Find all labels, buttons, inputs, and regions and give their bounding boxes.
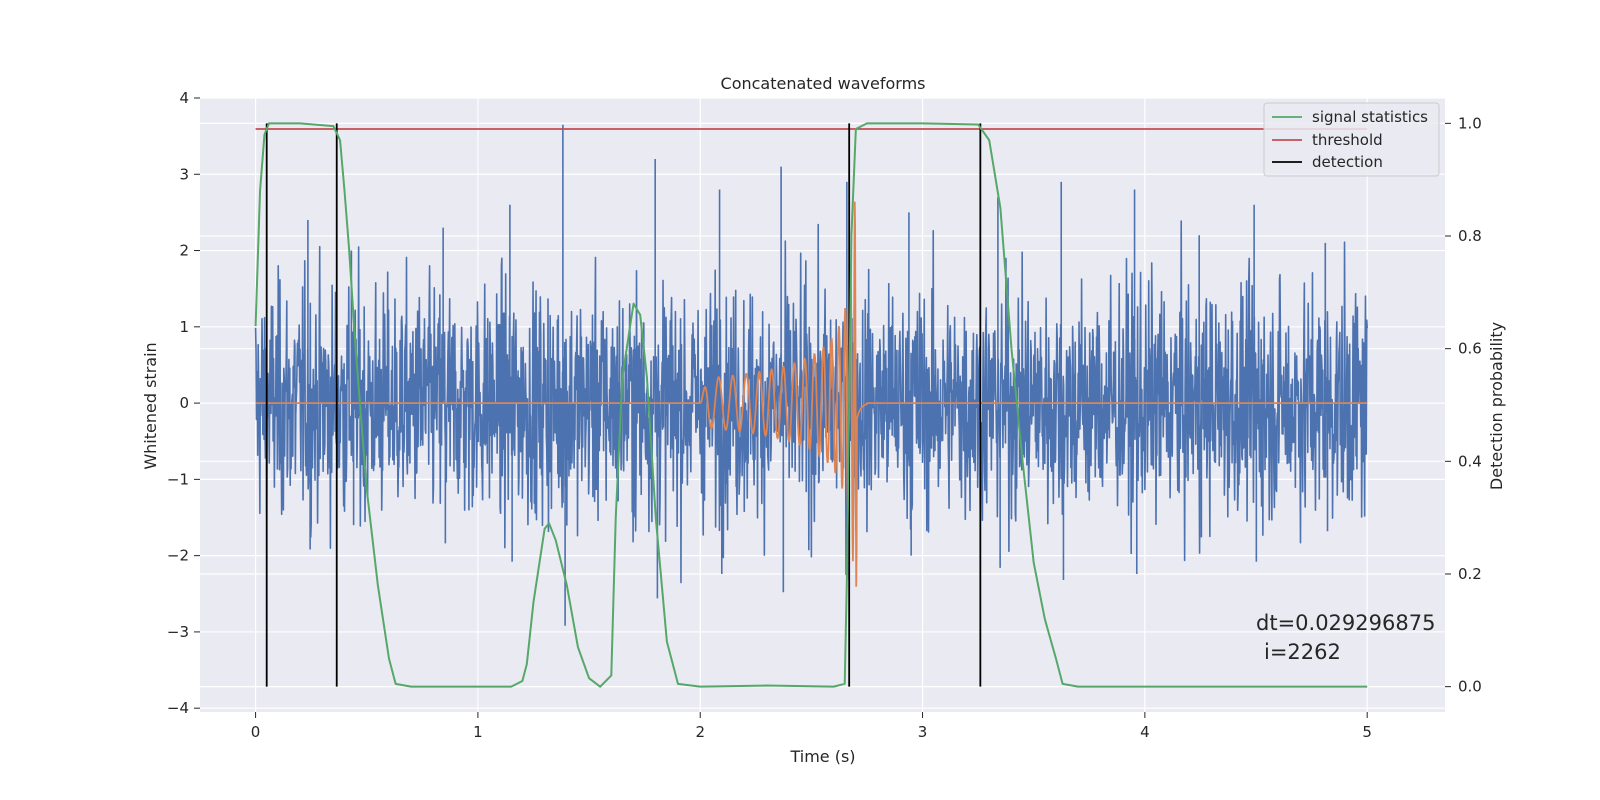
x-tick-label: 4: [1140, 723, 1150, 741]
y-axis-ticks: −4 −3 −2 −1 0 1 2 3 4: [167, 89, 200, 717]
x-tick-label: 0: [251, 723, 261, 741]
y-tick-label: −2: [167, 547, 189, 565]
y-tick-label: 1: [179, 318, 189, 336]
annotation-dt: dt=0.029296875: [1256, 611, 1435, 635]
legend-label-detection: detection: [1312, 153, 1383, 171]
y-axis-label: Whitened strain: [141, 342, 160, 469]
legend-label-threshold: threshold: [1312, 131, 1383, 149]
y-tick-label: −1: [167, 470, 189, 488]
legend-box: [1263, 102, 1440, 177]
y-tick-label: −4: [167, 699, 189, 717]
x-axis-ticks: 0 1 2 3 4 5: [251, 712, 1372, 741]
y2-tick-label: 0.6: [1458, 340, 1482, 358]
strain-series-chirp: [255, 201, 1368, 587]
x-tick-label: 2: [695, 723, 705, 741]
x-tick-label: 5: [1362, 723, 1372, 741]
y2-tick-label: 0.4: [1458, 452, 1482, 470]
legend-label-signal-statistics: signal statistics: [1312, 108, 1428, 126]
y2-tick-label: 1.0: [1458, 114, 1482, 132]
y-tick-label: 4: [179, 89, 189, 107]
chirp-line: [255, 201, 1368, 587]
y-tick-label: 0: [179, 394, 189, 412]
strain-noise-line: [254, 220, 1368, 584]
y2-tick-label: 0.2: [1458, 565, 1482, 583]
y2-tick-label: 0.0: [1458, 678, 1482, 696]
x-axis-label: Time (s): [789, 747, 855, 766]
legend: signal statistics threshold detection: [1263, 102, 1440, 177]
signal-statistics-series: [254, 122, 1368, 688]
signal-statistics-line: [254, 122, 1368, 688]
y2-axis-ticks: 0.0 0.2 0.4 0.6 0.8 1.0: [1445, 114, 1482, 696]
y2-axis-label: Detection probability: [1487, 322, 1506, 490]
x-tick-label: 1: [473, 723, 483, 741]
x-tick-label: 3: [918, 723, 928, 741]
y-tick-label: 2: [179, 242, 189, 260]
strain-series-noise: [254, 124, 1368, 626]
y-tick-label: 3: [179, 165, 189, 183]
y2-tick-label: 0.8: [1458, 227, 1482, 245]
chart-title: Concatenated waveforms: [721, 74, 926, 93]
y-tick-label: −3: [167, 623, 189, 641]
annotation-i: i=2262: [1264, 640, 1341, 664]
